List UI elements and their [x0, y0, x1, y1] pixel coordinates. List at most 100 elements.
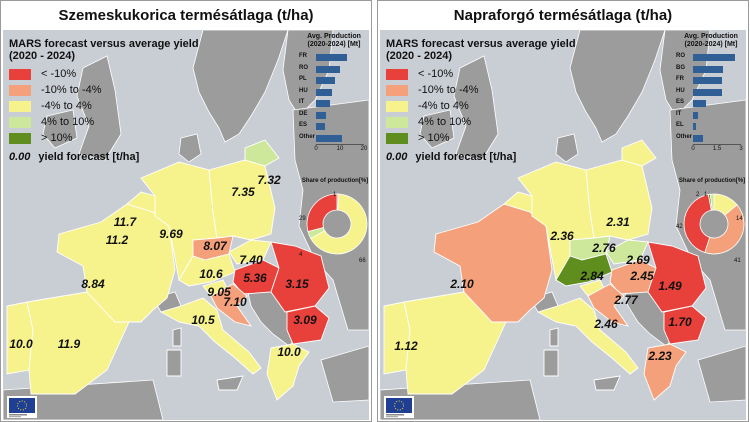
- austria: [555, 253, 613, 287]
- share-slice-label: 42: [676, 224, 683, 230]
- production-bar: [316, 77, 335, 84]
- turkey: [320, 345, 369, 403]
- uk: [76, 55, 122, 161]
- non-eu-land: [380, 30, 746, 420]
- production-bar-label: BG: [676, 64, 685, 71]
- sicily: [216, 375, 244, 391]
- yield-value-austria: 10.6: [199, 267, 223, 281]
- share-slice: [683, 194, 712, 254]
- scandinavia: [569, 30, 666, 143]
- yield-value-bulgaria: 1.70: [668, 315, 692, 329]
- production-subtitle: (2020-2024) [Mt]: [684, 41, 738, 48]
- sardinia: [543, 349, 559, 377]
- yield-value-hungary: 2.45: [630, 269, 654, 283]
- production-bar-row: RO: [676, 52, 746, 64]
- production-bar-row: BG: [676, 64, 746, 76]
- islands: [543, 327, 621, 391]
- production-bar-label: IT: [676, 110, 682, 117]
- legend-label: -4% to 4%: [41, 100, 92, 112]
- sunflower-panel: Napraforgó termésátlaga (t/ha): [377, 0, 749, 422]
- eu-logo: [384, 396, 414, 418]
- legend-label: -10% to -4%: [41, 84, 102, 96]
- production-tick-label: 3: [739, 146, 743, 152]
- yield-value-czechia: 8.07: [203, 239, 227, 253]
- legend-note-text: yield forecast [t/ha]: [415, 151, 517, 163]
- legend-item: 4% to 10%: [386, 115, 576, 129]
- legend-label: > 10%: [41, 132, 73, 144]
- eu-countries: [383, 139, 707, 401]
- legend-swatch: [9, 132, 31, 144]
- yield-value-czechia: 2.76: [592, 241, 616, 255]
- production-bar-label: Other: [676, 133, 693, 140]
- legend-swatch: [9, 116, 31, 128]
- production-bar: [316, 65, 341, 73]
- share-slice-label: 14: [736, 216, 743, 222]
- legend-note-text: yield forecast [t/ha]: [38, 151, 140, 163]
- legend-label: -4% to 4%: [418, 100, 469, 112]
- yield-value-slovenia: 9.05: [207, 285, 231, 299]
- share-chart: Share of production[%] 1 66 4 29: [299, 178, 369, 270]
- production-bar-label: ES: [676, 99, 685, 105]
- production-bar-label: RO: [299, 64, 308, 71]
- share-slice-label: 29: [299, 216, 306, 222]
- legend-swatch: [386, 68, 408, 80]
- legend-item: -10% to -4%: [386, 83, 576, 97]
- legend-title: MARS forecast versus average yield: [386, 38, 576, 50]
- greece: [643, 343, 687, 401]
- legend-label: > 10%: [418, 132, 450, 144]
- lithuania: [244, 139, 280, 167]
- production-bar: [316, 54, 348, 61]
- share-slice-label: 41: [734, 258, 741, 264]
- maize-panel: Szemeskukorica termésátlaga (t/ha): [0, 0, 372, 422]
- corsica: [549, 327, 559, 347]
- share-donut: [683, 193, 745, 255]
- poland: [208, 159, 276, 241]
- yield-value-greece: 10.0: [277, 345, 301, 359]
- production-bar: [316, 134, 343, 142]
- yield-value-spain: 11.9: [57, 337, 81, 351]
- legend-label: 4% to 10%: [41, 116, 95, 128]
- eu-flag-icon: [9, 398, 35, 418]
- production-bar-label: HU: [676, 87, 685, 94]
- production-bar: [316, 100, 330, 107]
- legend-label: < -10%: [41, 68, 77, 80]
- production-title: Avg. Production: [684, 33, 738, 40]
- legend-swatch: [9, 68, 31, 80]
- legend-item: < -10%: [9, 67, 199, 81]
- legend-item: -4% to 4%: [386, 99, 576, 113]
- map-area: MARS forecast versus average yield (2020 …: [3, 30, 369, 420]
- yield-value-croatia: 2.77: [614, 293, 638, 307]
- legend-item: < -10%: [386, 67, 576, 81]
- share-slice: [704, 204, 745, 255]
- production-bar-label: EL: [676, 122, 684, 128]
- share-slice-label: 66: [359, 258, 366, 264]
- production-bar-row: HU: [676, 87, 746, 99]
- denmark: [178, 133, 202, 163]
- legend-note: 0.00 yield forecast [t/ha]: [386, 151, 576, 163]
- eu-logo: [7, 396, 37, 418]
- ireland: [42, 109, 78, 149]
- production-bar-label: ES: [299, 122, 308, 128]
- yield-value-greece: 2.23: [648, 349, 672, 363]
- production-bar: [693, 111, 698, 119]
- legend-item: -4% to 4%: [9, 99, 199, 113]
- production-bar-label: DE: [299, 110, 308, 117]
- scandinavia: [192, 30, 289, 143]
- production-bar-row: Other: [299, 133, 369, 145]
- legend-swatch: [386, 100, 408, 112]
- legend-note-number: 0.00: [9, 151, 31, 163]
- legend-item: > 10%: [9, 131, 199, 145]
- legend-label: < -10%: [418, 68, 454, 80]
- islands: [166, 327, 244, 391]
- production-tick-label: 0: [691, 146, 695, 152]
- italy: [536, 297, 639, 375]
- eu-flag-icon: [386, 398, 412, 418]
- map-svg: [3, 30, 369, 420]
- production-bar-row: EL: [676, 121, 746, 133]
- slovakia: [228, 239, 272, 265]
- austria: [178, 253, 236, 287]
- yield-value-netherlands: 11.2: [105, 233, 129, 247]
- production-tick-label: 10: [336, 146, 344, 152]
- yield-value-slovakia: 7.40: [239, 253, 263, 267]
- map-svg: [380, 30, 746, 420]
